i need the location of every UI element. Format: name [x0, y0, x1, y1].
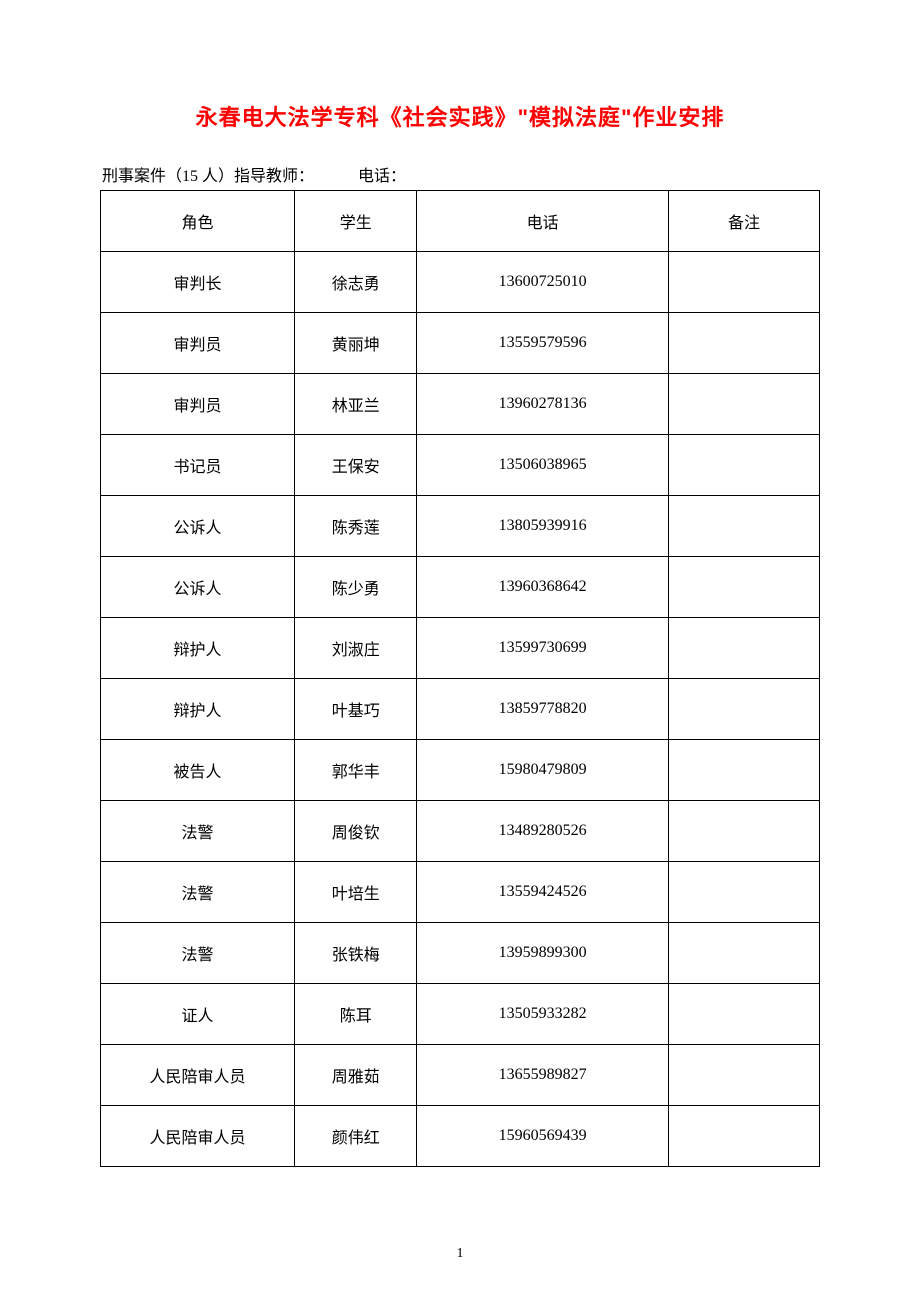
col-header-student: 学生	[295, 191, 417, 252]
table-cell: 辩护人	[101, 679, 295, 740]
table-cell: 审判长	[101, 252, 295, 313]
table-cell	[668, 313, 819, 374]
table-cell: 林亚兰	[295, 374, 417, 435]
table-cell	[668, 679, 819, 740]
table-cell: 黄丽坤	[295, 313, 417, 374]
table-cell: 15980479809	[417, 740, 669, 801]
subtitle-case-info: 刑事案件（15 人）指导教师：	[102, 168, 314, 185]
table-cell: 法警	[101, 923, 295, 984]
table-row: 审判员黄丽坤13559579596	[101, 313, 820, 374]
table-cell: 13489280526	[417, 801, 669, 862]
table-cell: 13805939916	[417, 496, 669, 557]
table-cell: 13559424526	[417, 862, 669, 923]
table-row: 法警张铁梅13959899300	[101, 923, 820, 984]
table-cell: 13959899300	[417, 923, 669, 984]
table-cell: 书记员	[101, 435, 295, 496]
table-cell	[668, 557, 819, 618]
table-cell: 颜伟红	[295, 1106, 417, 1167]
table-cell: 刘淑庄	[295, 618, 417, 679]
table-cell	[668, 496, 819, 557]
table-row: 审判员林亚兰13960278136	[101, 374, 820, 435]
table-row: 审判长徐志勇13600725010	[101, 252, 820, 313]
table-cell: 陈秀莲	[295, 496, 417, 557]
table-row: 书记员王保安13506038965	[101, 435, 820, 496]
assignment-table: 角色 学生 电话 备注 审判长徐志勇13600725010审判员黄丽坤13559…	[100, 190, 820, 1167]
table-cell: 周雅茹	[295, 1045, 417, 1106]
table-cell: 叶基巧	[295, 679, 417, 740]
table-cell	[668, 923, 819, 984]
table-row: 人民陪审人员周雅茹13655989827	[101, 1045, 820, 1106]
table-cell: 13599730699	[417, 618, 669, 679]
table-cell: 13559579596	[417, 313, 669, 374]
table-row: 辩护人叶基巧13859778820	[101, 679, 820, 740]
table-cell: 叶培生	[295, 862, 417, 923]
table-cell	[668, 801, 819, 862]
table-row: 法警周俊钦13489280526	[101, 801, 820, 862]
table-cell	[668, 1106, 819, 1167]
table-cell: 徐志勇	[295, 252, 417, 313]
table-cell: 辩护人	[101, 618, 295, 679]
subtitle-phone-label: 电话：	[358, 168, 406, 185]
table-body: 审判长徐志勇13600725010审判员黄丽坤13559579596审判员林亚兰…	[101, 252, 820, 1167]
table-cell: 13505933282	[417, 984, 669, 1045]
col-header-remark: 备注	[668, 191, 819, 252]
table-row: 辩护人刘淑庄13599730699	[101, 618, 820, 679]
col-header-phone: 电话	[417, 191, 669, 252]
table-header-row: 角色 学生 电话 备注	[101, 191, 820, 252]
table-cell: 人民陪审人员	[101, 1106, 295, 1167]
table-cell	[668, 252, 819, 313]
table-cell: 人民陪审人员	[101, 1045, 295, 1106]
table-row: 法警叶培生13559424526	[101, 862, 820, 923]
table-cell: 公诉人	[101, 496, 295, 557]
table-cell	[668, 862, 819, 923]
table-row: 证人陈耳13505933282	[101, 984, 820, 1045]
table-cell: 周俊钦	[295, 801, 417, 862]
table-cell: 13600725010	[417, 252, 669, 313]
table-cell: 法警	[101, 801, 295, 862]
table-cell: 公诉人	[101, 557, 295, 618]
table-cell: 郭华丰	[295, 740, 417, 801]
table-cell: 13506038965	[417, 435, 669, 496]
table-cell: 陈少勇	[295, 557, 417, 618]
col-header-role: 角色	[101, 191, 295, 252]
table-row: 人民陪审人员颜伟红15960569439	[101, 1106, 820, 1167]
table-cell	[668, 435, 819, 496]
table-cell	[668, 618, 819, 679]
subtitle-line: 刑事案件（15 人）指导教师： 电话：	[100, 162, 820, 186]
table-cell: 被告人	[101, 740, 295, 801]
table-cell: 审判员	[101, 374, 295, 435]
table-cell: 王保安	[295, 435, 417, 496]
table-row: 被告人郭华丰15980479809	[101, 740, 820, 801]
page-number: 1	[0, 1246, 920, 1262]
table-cell	[668, 984, 819, 1045]
table-cell: 13960278136	[417, 374, 669, 435]
table-cell: 13655989827	[417, 1045, 669, 1106]
table-cell: 法警	[101, 862, 295, 923]
table-row: 公诉人陈少勇13960368642	[101, 557, 820, 618]
table-row: 公诉人陈秀莲13805939916	[101, 496, 820, 557]
table-cell: 审判员	[101, 313, 295, 374]
table-cell: 证人	[101, 984, 295, 1045]
table-cell: 张铁梅	[295, 923, 417, 984]
table-cell	[668, 374, 819, 435]
table-cell: 13859778820	[417, 679, 669, 740]
table-cell	[668, 1045, 819, 1106]
table-cell: 陈耳	[295, 984, 417, 1045]
table-cell: 13960368642	[417, 557, 669, 618]
table-cell: 15960569439	[417, 1106, 669, 1167]
document-title: 永春电大法学专科《社会实践》"模拟法庭"作业安排	[100, 100, 820, 132]
table-cell	[668, 740, 819, 801]
